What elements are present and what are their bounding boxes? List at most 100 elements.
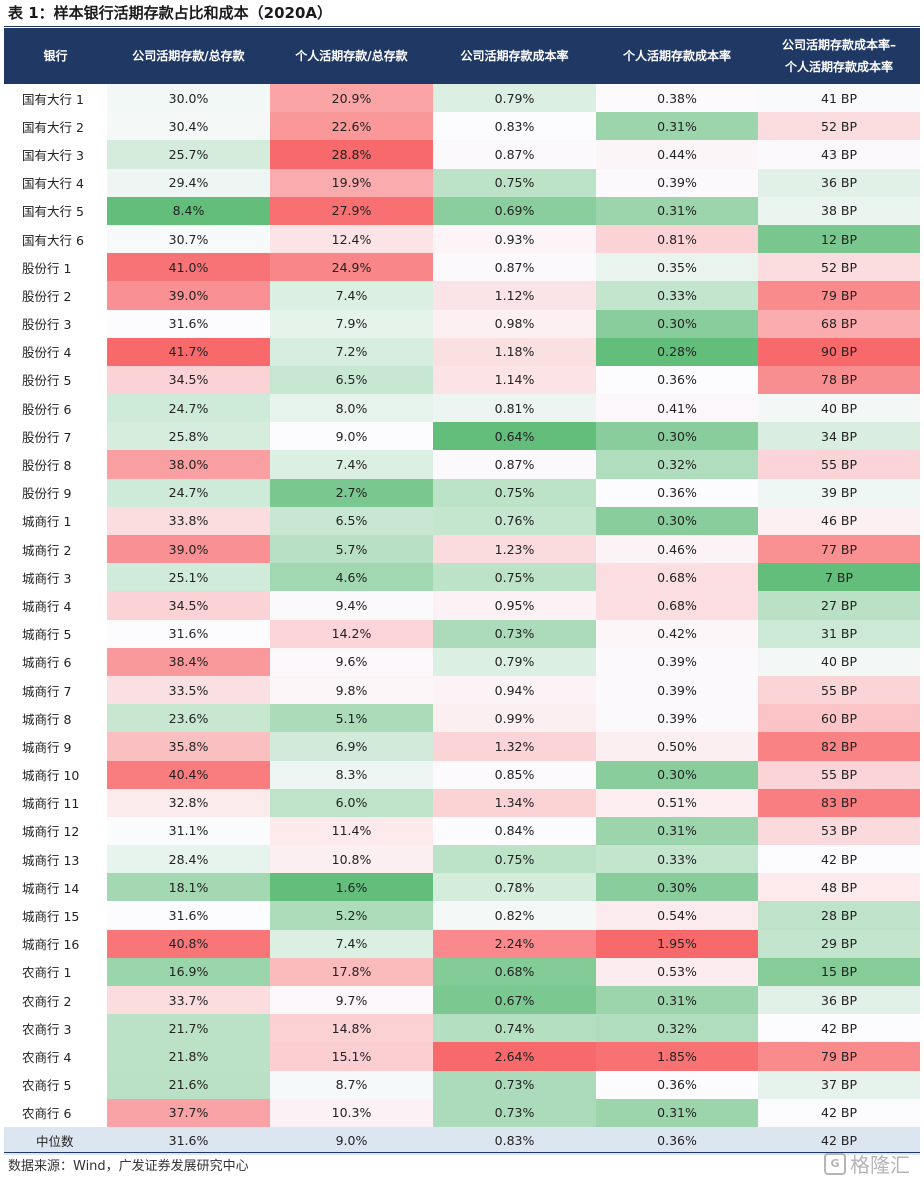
value-cell: 0.75% [433,478,596,507]
table-row: 城商行 5 31.6% 14.2% 0.73% 0.42% 31 BP [4,619,920,648]
table-row: 农商行 3 21.7% 14.8% 0.74% 0.32% 42 BP [4,1014,920,1043]
value-cell: 40.8% [107,929,270,958]
value-cell: 2.24% [433,929,596,958]
value-cell: 11.4% [270,816,433,846]
value-cell: 46 BP [758,506,920,535]
bank-name-cell: 股份行 5 [22,373,72,389]
watermark-logo-icon: G [824,1152,846,1175]
value-cell: 55 BP [758,450,920,479]
value-cell: 7 BP [758,563,920,592]
value-cell: 1.12% [433,281,596,310]
value-cell: 8.7% [270,1070,433,1099]
value-cell: 5.7% [270,535,433,564]
value-cell: 1.14% [433,365,596,395]
value-cell: 0.84% [433,816,596,846]
bank-name-cell: 城商行 4 [22,598,72,614]
column-header: 公司活期存款成本率– 个人活期存款成本率 [758,28,920,84]
value-cell: 0.32% [596,450,758,479]
table-row: 股份行 9 24.7% 2.7% 0.75% 0.36% 39 BP [4,478,920,507]
value-cell: 0.30% [596,760,758,789]
value-cell: 0.39% [596,647,758,676]
value-cell: 37 BP [758,1070,920,1099]
bank-name-cell: 农商行 3 [22,1021,72,1037]
value-cell: 14.2% [270,619,433,648]
value-cell: 9.6% [270,647,433,676]
value-cell: 0.68% [596,563,758,592]
value-cell: 0.46% [596,535,758,564]
value-cell: 17.8% [270,957,433,986]
value-cell: 37.7% [107,1098,270,1127]
median-value: 31.6% [107,1126,270,1155]
value-cell: 78 BP [758,365,920,395]
value-cell: 0.33% [596,845,758,874]
bank-name-cell: 城商行 7 [22,683,72,699]
value-cell: 7.4% [270,450,433,479]
bank-name-cell: 城商行 1 [22,514,72,530]
bottom-rule [4,1152,920,1153]
column-header: 公司活期存款/总存款 [107,28,270,84]
value-cell: 4.6% [270,563,433,592]
value-cell: 18.1% [107,873,270,902]
value-cell: 31.6% [107,619,270,648]
value-cell: 0.33% [596,281,758,310]
value-cell: 0.78% [433,873,596,902]
value-cell: 0.93% [433,224,596,254]
value-cell: 27 BP [758,591,920,620]
value-cell: 8.4% [107,196,270,225]
value-cell: 0.44% [596,140,758,169]
value-cell: 0.87% [433,253,596,282]
table-row: 城商行 3 25.1% 4.6% 0.75% 0.68% 7 BP [4,563,920,592]
table-row: 城商行 14 18.1% 1.6% 0.78% 0.30% 48 BP [4,873,920,902]
value-cell: 0.68% [596,591,758,620]
table-row: 股份行 4 41.7% 7.2% 1.18% 0.28% 90 BP [4,337,920,366]
value-cell: 6.9% [270,732,433,761]
value-cell: 0.69% [433,196,596,225]
bank-name-cell: 城商行 10 [22,768,80,784]
value-cell: 1.85% [596,1042,758,1071]
bank-name-cell: 股份行 1 [22,260,72,276]
value-cell: 33.8% [107,506,270,535]
value-cell: 48 BP [758,873,920,902]
value-cell: 9.7% [270,986,433,1015]
bank-name-cell: 股份行 4 [22,345,72,361]
value-cell: 21.8% [107,1042,270,1071]
value-cell: 7.2% [270,337,433,366]
value-cell: 0.79% [433,647,596,676]
value-cell: 36 BP [758,168,920,197]
value-cell: 36 BP [758,986,920,1015]
value-cell: 53 BP [758,816,920,846]
value-cell: 34.5% [107,591,270,620]
column-header: 公司活期存款成本率 [433,28,596,84]
value-cell: 31.6% [107,901,270,930]
table-row: 国有大行 4 29.4% 19.9% 0.75% 0.39% 36 BP [4,168,920,197]
value-cell: 0.75% [433,168,596,197]
value-cell: 0.39% [596,704,758,733]
bank-name-cell: 国有大行 6 [22,232,84,248]
value-cell: 1.95% [596,929,758,958]
value-cell: 77 BP [758,535,920,564]
table-row: 城商行 10 40.4% 8.3% 0.85% 0.30% 55 BP [4,760,920,789]
table-row: 农商行 6 37.7% 10.3% 0.73% 0.31% 42 BP [4,1098,920,1127]
value-cell: 2.64% [433,1042,596,1071]
value-cell: 6.5% [270,506,433,535]
value-cell: 10.3% [270,1098,433,1127]
data-table: 银行 公司活期存款/总存款 个人活期存款/总存款 公司活期存款成本率 个人活期存款成本率… [4,28,920,1155]
value-cell: 20.9% [270,84,433,113]
value-cell: 0.51% [596,788,758,817]
bank-name-cell: 农商行 6 [22,1106,72,1122]
source-note: 数据来源：Wind，广发证券发展研究中心 [8,1159,249,1174]
value-cell: 38.0% [107,450,270,479]
value-cell: 38 BP [758,196,920,225]
value-cell: 28.4% [107,845,270,874]
bank-name-cell: 城商行 12 [22,824,80,840]
value-cell: 2.7% [270,478,433,507]
header-row: 银行 公司活期存款/总存款 个人活期存款/总存款 公司活期存款成本率 个人活期存款成本率… [4,28,920,84]
value-cell: 0.94% [433,675,596,705]
value-cell: 0.35% [596,253,758,282]
value-cell: 0.83% [433,112,596,141]
bank-name-cell: 城商行 11 [22,796,80,812]
table-row: 股份行 1 41.0% 24.9% 0.87% 0.35% 52 BP [4,253,920,282]
table-row: 国有大行 6 30.7% 12.4% 0.93% 0.81% 12 BP [4,224,920,254]
bank-name-cell: 农商行 2 [22,993,72,1009]
value-cell: 10.8% [270,845,433,874]
